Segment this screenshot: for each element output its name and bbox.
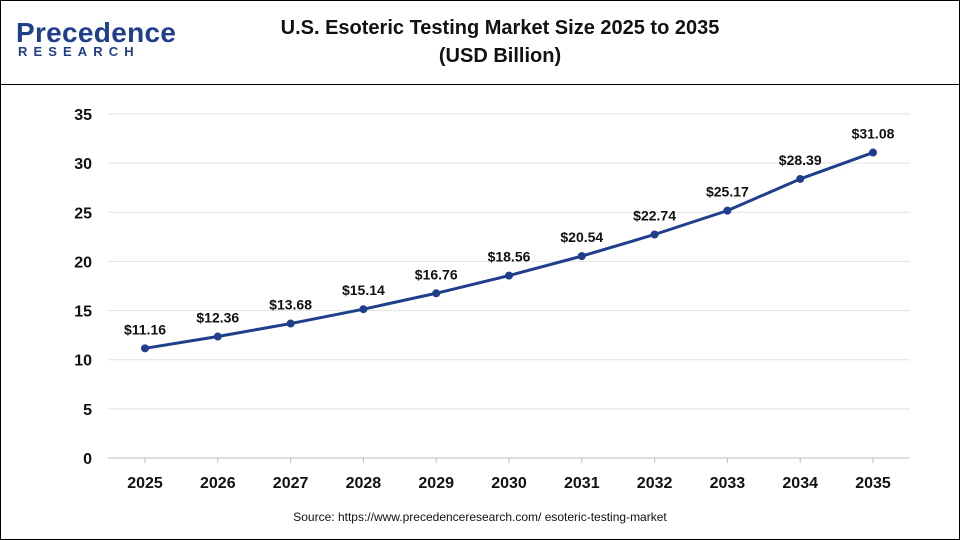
data-point — [213, 332, 222, 341]
axes — [108, 457, 910, 463]
data-label: $13.68 — [269, 297, 312, 313]
x-tick-label: 2031 — [564, 475, 600, 492]
x-tick-label: 2029 — [418, 475, 454, 492]
logo-subtitle: RESEARCH — [18, 44, 140, 59]
data-point — [286, 319, 295, 328]
y-tick-label: 10 — [74, 353, 92, 370]
data-point — [650, 230, 659, 239]
data-label: $16.76 — [415, 266, 458, 282]
data-label: $22.74 — [633, 207, 676, 223]
series-layer — [141, 148, 877, 353]
chart-title-line2: (USD Billion) — [438, 45, 562, 67]
y-axis-ticks: 0 5 10 15 20 25 30 35 — [74, 107, 92, 468]
data-label: $25.17 — [706, 184, 749, 200]
data-point — [869, 148, 877, 157]
data-label: $18.56 — [488, 249, 531, 265]
chart-title-line1: U.S. Esoteric Testing Market Size 2025 t… — [280, 17, 720, 39]
x-tick-label: 2028 — [346, 475, 382, 492]
x-axis-ticks: 2025 2026 2027 2028 2029 2030 2031 2032 2033 2034… — [127, 475, 891, 492]
data-label: $20.54 — [560, 229, 603, 245]
data-point — [359, 305, 368, 314]
source-note: Source: https://www.precedenceresearch.c… — [293, 510, 667, 524]
data-point — [796, 174, 805, 183]
chart-title: U.S. Esoteric Testing Market Size 2025 t… — [200, 14, 800, 70]
x-tick-label: 2035 — [855, 475, 891, 492]
data-label: $28.39 — [779, 152, 822, 168]
y-tick-label: 35 — [74, 107, 92, 124]
data-label: $11.16 — [124, 321, 166, 337]
grid-lines — [108, 113, 910, 410]
data-point — [577, 252, 586, 261]
data-point — [141, 344, 149, 353]
logo-wordmark: Precedence — [16, 17, 177, 48]
data-point — [505, 271, 513, 280]
y-tick-label: 5 — [83, 402, 92, 419]
data-label: $31.08 — [852, 126, 895, 142]
y-tick-label: 30 — [74, 156, 92, 173]
y-tick-label: 0 — [83, 451, 92, 468]
header: Precedence RESEARCH U.S. Esoteric Testin… — [0, 0, 960, 85]
precedence-logo: Precedence RESEARCH — [16, 18, 176, 68]
x-tick-label: 2025 — [127, 475, 163, 492]
x-tick-label: 2027 — [273, 475, 309, 492]
x-tick-label: 2026 — [200, 475, 236, 492]
y-tick-label: 25 — [74, 205, 92, 222]
data-label: $12.36 — [196, 310, 239, 326]
y-tick-label: 15 — [74, 304, 92, 321]
data-point — [432, 289, 441, 298]
y-tick-label: 20 — [74, 254, 92, 271]
data-labels: $11.16 $12.36 $13.68 $15.14 $16.76 $18.56 $20.… — [124, 126, 895, 338]
x-tick-label: 2030 — [491, 475, 527, 492]
x-tick-label: 2033 — [710, 475, 746, 492]
data-label: $15.14 — [342, 282, 385, 298]
x-tick-label: 2034 — [782, 475, 818, 492]
data-point — [723, 206, 732, 215]
x-tick-label: 2032 — [637, 475, 673, 492]
